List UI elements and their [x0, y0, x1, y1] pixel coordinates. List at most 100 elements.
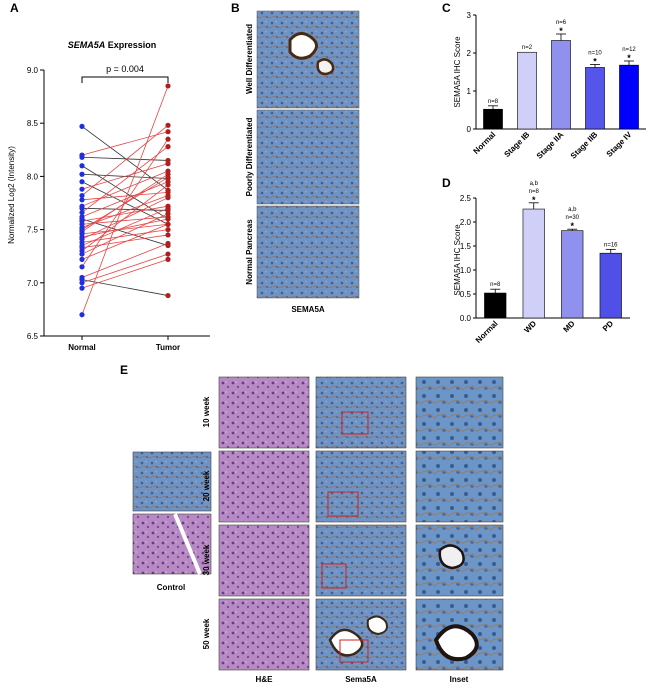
- normal-point: [79, 154, 85, 160]
- bar-pd: [599, 252, 622, 319]
- pair-line: [81, 165, 169, 220]
- bar-stage-iib: [585, 67, 605, 130]
- pair-line: [81, 146, 169, 213]
- pair-line: [81, 223, 169, 260]
- y-tick-label: 0.0: [460, 314, 472, 323]
- y-tick-label: 2: [467, 49, 472, 58]
- normal-point: [79, 163, 85, 169]
- row-label-poorly: Poorly Differentiated: [245, 118, 254, 197]
- tumor-point: [165, 171, 171, 177]
- panel-d-ylabel: SEMA5A IHC Score: [453, 224, 462, 296]
- normal-point: [79, 197, 85, 203]
- panel-letter-d: D: [442, 176, 451, 190]
- x-tick-label: Tumor: [156, 343, 180, 352]
- micrograph-well-differentiated: [256, 10, 360, 109]
- count-label: n=12: [622, 47, 636, 53]
- pair-line: [81, 197, 169, 240]
- y-tick-label: 7.0: [27, 279, 39, 288]
- duct-structure: [433, 624, 479, 662]
- tumor-point: [165, 240, 171, 247]
- bar-md: [561, 230, 584, 319]
- duct-structure: [316, 58, 335, 76]
- significance-star: *: [559, 26, 563, 36]
- pair-line: [81, 170, 169, 207]
- y-tick-label: 7.5: [27, 226, 39, 235]
- x-tick-label: Stage IIA: [535, 130, 566, 161]
- normal-point: [79, 192, 85, 199]
- pair-line: [81, 259, 169, 289]
- pair-line: [81, 126, 169, 191]
- significance-star: *: [627, 53, 631, 63]
- y-tick-label: 2.5: [460, 194, 472, 203]
- row-label-well: Well Differentiated: [245, 24, 254, 94]
- panel-c: C SEMA5A IHC Score 0 1 2 3 n=8 Normal n=2 Stage…: [442, 1, 646, 161]
- normal-point: [79, 186, 85, 192]
- pair-line: [81, 213, 169, 255]
- tumor-point: [165, 144, 171, 150]
- duct-structure: [366, 615, 388, 636]
- x-tick-label: Stage IV: [605, 130, 634, 159]
- row-label-normal: Normal Pancreas: [245, 219, 254, 285]
- tumor-point: [165, 205, 171, 211]
- column-label-inset: Inset: [450, 675, 469, 684]
- micrograph-poorly-differentiated: [256, 109, 360, 205]
- tumor-point: [165, 211, 171, 217]
- pair-line: [81, 184, 169, 252]
- column-label-he: H&E: [256, 675, 274, 684]
- panel-b: B Well Differentiated Poorly Differentia…: [231, 1, 360, 314]
- normal-point: [79, 171, 85, 177]
- control-label: Control: [157, 583, 185, 592]
- tumor-point: [165, 129, 171, 135]
- inset-box-10-week: [341, 411, 369, 435]
- column-label-sema5a: Sema5A: [345, 675, 377, 684]
- panel-b-xlabel: SEMA5A: [291, 305, 325, 314]
- panel-a-pair-lines: [81, 85, 169, 315]
- normal-point: [79, 312, 85, 318]
- duct-structure: [288, 32, 318, 60]
- count-label: n=10: [588, 50, 602, 56]
- count-label: n=8: [490, 282, 501, 288]
- bar-stage-iia: [551, 40, 571, 130]
- tumor-point: [165, 161, 171, 167]
- count-label: n=16: [604, 242, 618, 248]
- normal-point: [79, 264, 85, 270]
- y-tick-label: 2.0: [460, 218, 472, 227]
- inset-box-50-week: [339, 639, 369, 663]
- tumor-point: [165, 83, 171, 89]
- y-tick-label: 1.0: [460, 266, 472, 275]
- tumor-point: [165, 216, 171, 222]
- x-tick-label: Normal: [474, 319, 500, 345]
- y-tick-label: 6.5: [27, 332, 39, 341]
- pair-line: [81, 205, 169, 222]
- panel-e: E Control: [120, 363, 504, 684]
- week-label-10: 10 week: [202, 396, 211, 427]
- pair-line: [81, 207, 169, 211]
- tumor-point: [165, 256, 171, 262]
- p-value-annotation: p = 0.004: [106, 64, 144, 74]
- panel-a-points: [79, 83, 171, 318]
- normal-point: [79, 251, 85, 257]
- count-label: n=6: [556, 20, 567, 26]
- normal-point: [79, 209, 85, 216]
- week-label-20: 20 week: [202, 470, 211, 501]
- pair-line: [81, 207, 169, 246]
- y-tick-label: 0: [467, 125, 472, 134]
- control-he-image: [132, 513, 212, 575]
- y-tick-label: 8.5: [27, 119, 39, 128]
- tissue-fold: [173, 513, 202, 575]
- pair-line: [81, 218, 169, 238]
- count-label: n=30: [565, 215, 579, 221]
- count-label: n=8: [488, 99, 499, 105]
- tumor-point: [165, 136, 171, 142]
- significance-marks: a,b: [530, 181, 539, 187]
- panel-a-ylabel: Normalized Log2 (Intensity): [7, 146, 16, 244]
- inset-box-30-week: [321, 563, 347, 589]
- pair-line: [81, 216, 169, 225]
- panel-c-ylabel: SEMA5A IHC Score: [453, 36, 462, 108]
- normal-point: [79, 123, 85, 129]
- panel-letter-a: A: [10, 1, 19, 15]
- x-tick-label: Stage IIB: [569, 130, 600, 161]
- panel-d: D SEMA5A IHC Score 0.0 0.5 1.0 1.5 2.0 2.5 n=8…: [442, 176, 630, 345]
